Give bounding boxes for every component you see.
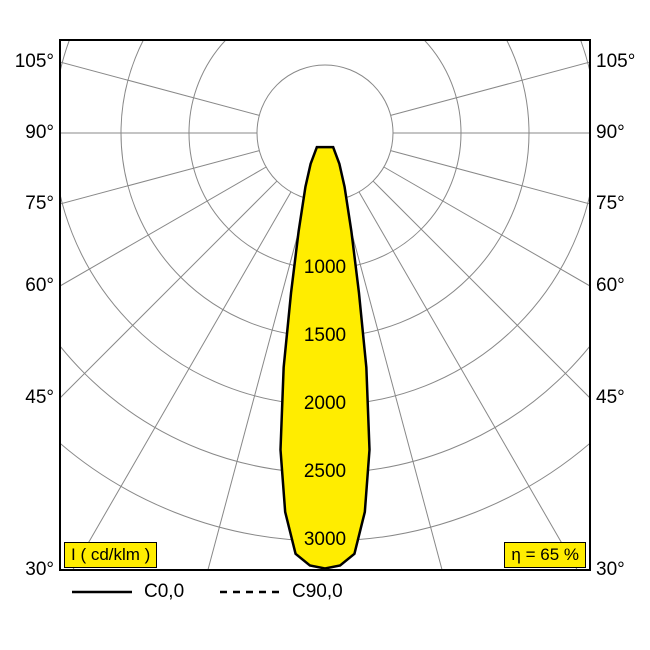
angle-label-left: 30° (25, 559, 54, 581)
polar-chart: 1000 1500 2000 2500 3000 30° 30° 45° 45° 60° 60° 75… (0, 0, 650, 650)
angle-label-left: 60° (25, 275, 54, 297)
angle-label-right: 30° (596, 559, 625, 581)
angle-label-right: 60° (596, 275, 625, 297)
ring-label: 2000 (304, 393, 346, 415)
efficiency-box: η = 65 % (504, 542, 586, 568)
ring-label: 1500 (304, 325, 346, 347)
angle-label-left: 90° (25, 122, 54, 144)
angle-label-right: 105° (596, 51, 635, 73)
angle-label-right: 75° (596, 193, 625, 215)
angle-label-left: 105° (15, 51, 54, 73)
angle-label-right: 45° (596, 387, 625, 409)
ring-label: 2500 (304, 461, 346, 483)
legend-c90: C90,0 (292, 581, 343, 603)
intensity-unit-box: I ( cd/klm ) (64, 542, 157, 568)
angle-label-right: 90° (596, 122, 625, 144)
legend-c0: C0,0 (144, 581, 184, 603)
angle-label-left: 75° (25, 193, 54, 215)
angle-label-left: 45° (25, 387, 54, 409)
ring-label: 3000 (304, 529, 346, 551)
ring-label: 1000 (304, 257, 346, 279)
